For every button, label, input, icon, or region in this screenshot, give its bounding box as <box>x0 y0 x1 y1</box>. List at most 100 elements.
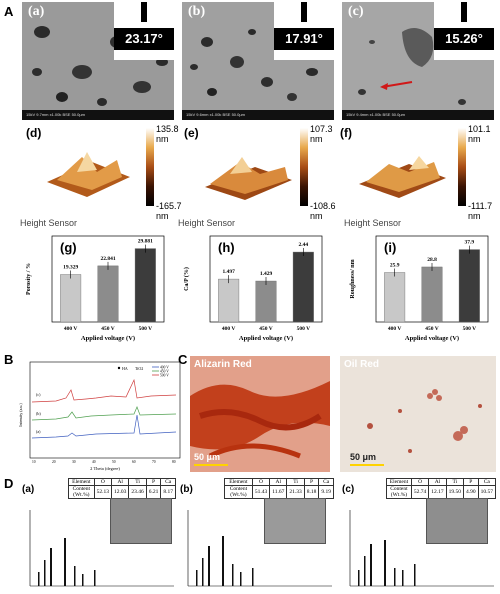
scale-label-left: 50 μm <box>194 452 221 462</box>
value-label: 1.497 <box>222 269 235 275</box>
eds-spectrum-b <box>187 510 332 587</box>
sem-b-label: (b) <box>188 4 206 19</box>
val-p: 6.21 <box>145 485 162 499</box>
section-a-label: A <box>4 4 14 19</box>
alizarin-red-photo: Alizarin Red 50 μm <box>190 356 330 472</box>
xrd-xticks: 10 20 30 40 50 60 70 80 <box>32 460 176 464</box>
th-p: P <box>303 478 320 486</box>
afm-surface-d <box>47 152 130 197</box>
th-element: Element <box>224 478 253 486</box>
value-label: 29.881 <box>138 239 153 245</box>
category-label: 450 V <box>259 326 273 332</box>
bar-chart-i: (i) Roughness/ nm Applied voltage (V) 25.9 4… <box>350 235 489 342</box>
afm-e-min: -108.6 nm <box>310 201 336 221</box>
afm-d-label: (d) <box>26 126 42 140</box>
bar <box>421 266 443 323</box>
xtick: 40 <box>92 460 96 464</box>
sem-footer-c: 15kV 9.4mm x1.00k BSE 50.0µm <box>342 110 494 120</box>
val-o: 52.13 <box>93 485 113 499</box>
scale-label-right: 50 μm <box>350 452 377 462</box>
th-al: Al <box>110 478 130 486</box>
section-d-label: D <box>4 476 14 491</box>
sem-image-a: (a) 23.17° 15kV 9.7mm x1.00k BSE 50.0µm <box>22 2 174 120</box>
val-ti: 21.33 <box>286 485 305 499</box>
eds-panel-b: (b) Element O Al Ti P Ca Content (Wt.%) 51.43 1… <box>178 478 334 590</box>
legend-500: 500 V <box>160 374 169 378</box>
legend-ha: HA <box>122 366 128 371</box>
contact-angle-b: 17.91° <box>274 28 334 50</box>
eds-sem-inset-c <box>426 498 488 544</box>
xrd-ylabel: Intensity (a.u.) <box>18 403 23 427</box>
legend-400: 400 V <box>160 366 169 370</box>
row-label: Content (Wt.%) <box>386 485 412 499</box>
category-label: 400 V <box>388 326 402 332</box>
oil-red-texture <box>340 356 496 472</box>
xtick: 30 <box>72 460 76 464</box>
th-p: P <box>463 478 479 486</box>
th-o: O <box>410 478 430 486</box>
val-ca: 9.19 <box>318 485 334 499</box>
val-al: 12.17 <box>428 485 447 499</box>
eds-table-c: Element O Al Ti P Ca Content (Wt.%) 52.74 12.17… <box>386 478 497 499</box>
scale-bar-left <box>194 464 228 466</box>
afm-d-max: 135.8 nm <box>156 124 179 144</box>
th-ca: Ca <box>160 478 176 486</box>
value-label: 22.841 <box>100 256 115 262</box>
bar <box>384 272 406 323</box>
contact-angle-a: 23.17° <box>114 28 174 50</box>
val-ca: 8.17 <box>160 485 176 499</box>
height-sensor-label: Height Sensor <box>178 218 236 228</box>
value-label: 25.9 <box>390 263 400 269</box>
curve-b-label: (b) <box>36 411 41 416</box>
needle-icon <box>461 2 467 22</box>
x-axis-label: Applied voltage (V) <box>81 335 135 342</box>
eds-panel-a: (a) Element O Al Ti P Ca Content (Wt.%) 52.13 1… <box>20 478 176 590</box>
xtick: 60 <box>132 460 136 464</box>
curve-a-label: (a) <box>36 429 41 434</box>
afm-panel-d: (d) 135.8 nm -165.7 nm <box>22 122 182 221</box>
chart-panel-label: (g) <box>60 240 77 255</box>
eds-table-a: Element O Al Ti P Ca Content (Wt.%) 52.13 12.03… <box>68 478 176 499</box>
alizarin-title: Alizarin Red <box>194 359 252 370</box>
xtick: 80 <box>172 460 176 464</box>
val-ca: 10.57 <box>477 485 497 499</box>
color-scale-f <box>458 128 466 206</box>
afm-panel-f: (f) 101.1 nm -111.7 nm <box>336 122 496 221</box>
color-scale-d <box>146 128 154 206</box>
value-label: 28.8 <box>427 257 437 263</box>
category-label: 500 V <box>139 326 153 332</box>
xrd-series-500 <box>31 378 177 403</box>
contact-angle-box-b: 17.91° <box>274 2 334 60</box>
bar <box>458 249 480 323</box>
value-label: 2.44 <box>299 242 309 248</box>
xrd-legend: HA TiO2 400 V 450 V 500 V <box>117 366 169 378</box>
contact-angle-box-c: 15.26° <box>434 2 494 60</box>
afm-panel-e: (e) 107.3 nm -108.6 nm <box>180 122 340 221</box>
eds-c-label: (c) <box>342 484 355 495</box>
bar <box>97 265 119 323</box>
th-al: Al <box>428 478 447 486</box>
category-label: 400 V <box>64 326 78 332</box>
afm-d-min: -165.7 nm <box>156 201 182 221</box>
th-element: Element <box>386 478 412 486</box>
afm-surface-f <box>359 156 446 198</box>
bar <box>218 278 240 323</box>
height-sensor-label: Height Sensor <box>344 218 402 228</box>
xtick: 50 <box>112 460 116 464</box>
value-label: 37.9 <box>465 240 475 246</box>
th-ti: Ti <box>445 478 465 486</box>
sem-footer-b: 15kV 9.6mm x1.00k BSE 50.0µm <box>182 110 334 120</box>
legend-tio2: TiO2 <box>135 366 143 371</box>
afm-e-max: 107.3 nm <box>310 124 333 144</box>
bar-chart-g: (g) Porosity / % Applied voltage (V) 19.329… <box>26 235 165 342</box>
chart-panel-label: (h) <box>218 240 235 255</box>
sem-image-c: (c) 15.26° 15kV 9.4mm x1.00k BSE 50.0µm <box>342 2 494 120</box>
category-label: 450 V <box>101 326 115 332</box>
eds-panel-c: (c) Element O Al Ti P Ca Content (Wt.%) 52.74 1… <box>340 478 497 590</box>
eds-sem-inset-b <box>264 498 326 544</box>
xtick: 70 <box>152 460 156 464</box>
y-axis-label: Roughness/ nm <box>350 259 356 298</box>
category-label: 500 V <box>297 326 311 332</box>
val-al: 12.03 <box>110 485 130 499</box>
xtick: 20 <box>52 460 56 464</box>
